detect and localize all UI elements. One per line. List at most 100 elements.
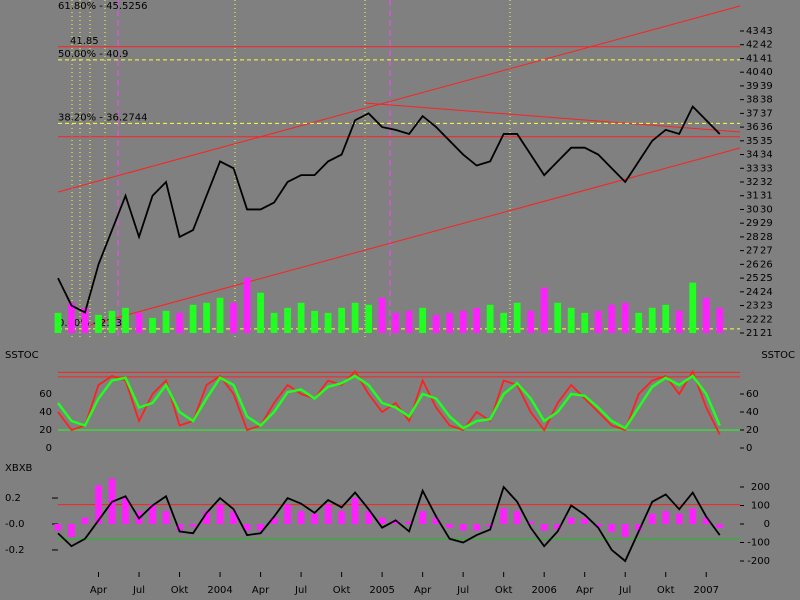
bar xyxy=(324,504,332,524)
bar xyxy=(702,517,710,524)
y-tick-label: 34 xyxy=(760,150,773,161)
x-tick-label: Okt xyxy=(333,585,351,596)
bar xyxy=(392,520,399,524)
y-tick-label: 29 xyxy=(746,218,759,229)
bar xyxy=(351,302,359,333)
y2-tick-label: 100 xyxy=(751,501,770,512)
bar xyxy=(635,524,643,531)
bar xyxy=(230,511,237,524)
trend-line xyxy=(89,147,741,326)
bar xyxy=(419,307,427,333)
bar xyxy=(365,511,372,524)
bar xyxy=(716,307,724,333)
bar xyxy=(554,524,562,530)
bar xyxy=(54,524,62,531)
bar xyxy=(513,511,521,524)
trend-line xyxy=(57,5,741,193)
x-tick-label: Apr xyxy=(90,585,108,596)
x-tick-label: Jul xyxy=(294,585,307,596)
bar xyxy=(648,513,656,524)
bar xyxy=(243,277,251,333)
x-tick-label: Okt xyxy=(495,585,513,596)
y-tick-label: 40 xyxy=(746,67,759,78)
y-tick-label: 36 xyxy=(760,122,773,133)
bar xyxy=(540,287,548,333)
y-tick-label: 0.2 xyxy=(5,493,21,504)
bar xyxy=(459,310,467,333)
bar xyxy=(500,508,508,524)
y-tick-label: 28 xyxy=(746,232,759,243)
bar xyxy=(203,511,210,524)
bar xyxy=(257,524,264,531)
bar xyxy=(68,302,75,333)
y-tick-label: 37 xyxy=(760,108,773,119)
bar xyxy=(68,524,75,537)
bar xyxy=(95,485,102,524)
y-tick-label: 39 xyxy=(760,81,773,92)
x-tick-label: Apr xyxy=(576,585,594,596)
bar xyxy=(459,524,467,531)
y-tick-label: 43 xyxy=(760,26,773,37)
y-tick-label: 36 xyxy=(746,122,759,133)
bar xyxy=(716,524,724,528)
level-label: 50.00% - 40.9 xyxy=(58,49,128,60)
series-line xyxy=(57,104,721,314)
bar xyxy=(216,297,224,333)
y2-tick-label: -100 xyxy=(747,538,770,549)
bar xyxy=(270,517,278,524)
y-tick-label: 42 xyxy=(760,40,773,51)
bar xyxy=(365,304,372,333)
bar xyxy=(662,511,670,524)
x-tick-label: 2004 xyxy=(207,585,232,596)
bar xyxy=(419,511,427,524)
bar xyxy=(621,302,629,333)
bar xyxy=(702,297,710,333)
bar xyxy=(486,304,494,333)
bar xyxy=(284,504,291,524)
y-tick-label: 39 xyxy=(746,81,759,92)
bar xyxy=(162,511,170,524)
series-line xyxy=(57,485,721,563)
bar xyxy=(257,292,264,333)
y-tick-label: 23 xyxy=(746,301,759,312)
bar xyxy=(338,511,345,524)
y-tick-label: 26 xyxy=(760,259,773,270)
bar xyxy=(527,310,535,333)
bar xyxy=(581,312,589,333)
y-tick-label: 43 xyxy=(746,26,759,37)
x-tick-label: Apr xyxy=(252,585,270,596)
bar xyxy=(149,317,156,333)
bar xyxy=(324,312,332,333)
y-tick-label: 35 xyxy=(746,136,759,147)
x-tick-label: Jul xyxy=(132,585,145,596)
bar xyxy=(122,498,129,524)
x-tick-label: Jul xyxy=(618,585,631,596)
y-tick-label: 33 xyxy=(760,163,773,174)
y-tick-label: 22 xyxy=(760,314,773,325)
y-tick-label: 0 xyxy=(746,443,752,454)
bar xyxy=(284,307,291,333)
y2-tick-label: 0 xyxy=(764,519,770,530)
y-tick-label: 30 xyxy=(760,204,773,215)
bar xyxy=(675,513,683,524)
bar xyxy=(594,310,602,333)
y-tick-label: 28 xyxy=(760,232,773,243)
bar xyxy=(689,508,697,524)
y-tick-label: 24 xyxy=(760,287,773,298)
bar xyxy=(635,312,643,333)
y-tick-label: 25 xyxy=(760,273,773,284)
bar xyxy=(648,307,656,333)
y-tick-label: 31 xyxy=(760,191,773,202)
bar xyxy=(108,310,116,333)
bar xyxy=(378,517,386,524)
y-tick-label: -0.0 xyxy=(5,519,25,530)
y-tick-label: 60 xyxy=(746,389,759,400)
x-tick-label: Jul xyxy=(456,585,469,596)
bar xyxy=(230,302,237,333)
y-tick-label: 20 xyxy=(39,425,52,436)
x-tick-label: 2007 xyxy=(694,585,719,596)
bar xyxy=(446,312,454,333)
panel-label: SSTOC xyxy=(761,350,795,361)
y-tick-label: 30 xyxy=(746,204,759,215)
